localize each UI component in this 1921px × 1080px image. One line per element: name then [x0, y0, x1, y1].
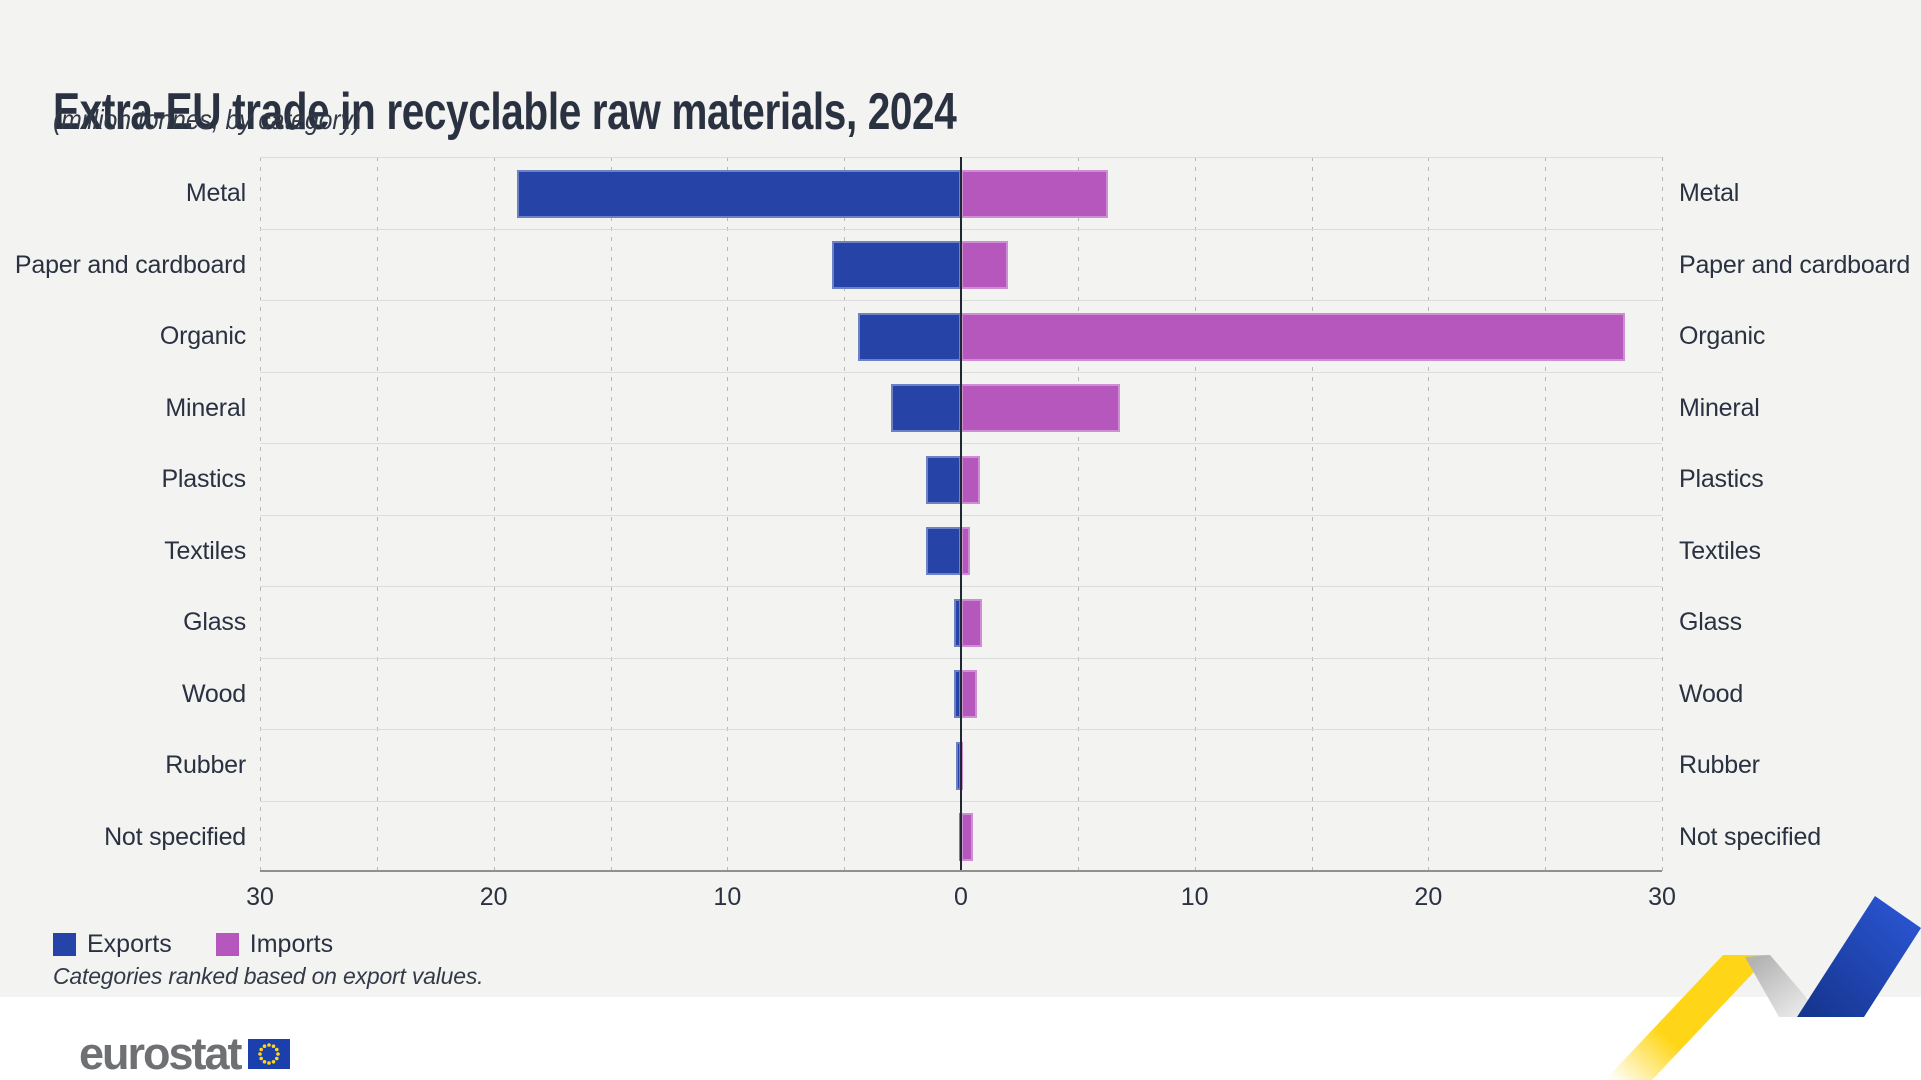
- exports-bar: [958, 813, 961, 861]
- gridline: [260, 157, 261, 871]
- x-tick-label: 10: [713, 883, 742, 911]
- imports-bar: [961, 741, 964, 790]
- gridline: [844, 157, 846, 871]
- ribbon-gray-fold: [1745, 955, 1823, 1017]
- gridline: [1311, 157, 1313, 871]
- x-tick-label: 0: [954, 883, 968, 911]
- imports-bar: [961, 384, 1120, 432]
- x-tick-label: 30: [246, 883, 274, 911]
- category-label-right: Not specified: [1679, 822, 1821, 851]
- category-label-left: Glass: [183, 608, 246, 636]
- exports-legend-label: Exports: [87, 930, 172, 958]
- exports-bar: [890, 384, 961, 432]
- exports-bar: [954, 670, 961, 718]
- exports-bar: [517, 169, 961, 218]
- imports-bar: [961, 455, 980, 504]
- x-tick-label: 10: [1180, 883, 1209, 911]
- category-label-right: Plastics: [1679, 465, 1764, 493]
- category-label-left: Plastics: [161, 465, 246, 493]
- gridline: [610, 157, 612, 871]
- imports-bar: [961, 241, 1008, 289]
- category-label-left: Not specified: [104, 822, 246, 851]
- page-subtitle: (million tonnes, by category): [53, 104, 362, 135]
- gridline: [1194, 157, 1196, 871]
- exports-bar: [925, 527, 961, 575]
- category-label-left: Paper and cardboard: [14, 250, 246, 279]
- x-tick-label: 20: [1414, 883, 1443, 911]
- trend-ribbon-decoration: [1605, 896, 1921, 1080]
- page-title: Extra-EU trade in recyclable raw materia…: [53, 82, 957, 141]
- category-row: Paper and cardboard Paper and cardboard: [15, 228, 1910, 301]
- exports-bar: [832, 241, 961, 289]
- category-label-right: Glass: [1679, 608, 1742, 636]
- x-tick-label: 20: [479, 883, 508, 911]
- category-label-right: Rubber: [1679, 751, 1760, 779]
- eurostat-logo: eurostat: [79, 1031, 290, 1076]
- gridline: [1662, 157, 1663, 871]
- imports-legend-swatch: [215, 933, 239, 956]
- chart-legend: Exports Imports: [53, 930, 377, 959]
- imports-bar: [961, 527, 971, 575]
- imports-bar: [961, 598, 983, 647]
- gridline: [493, 157, 495, 871]
- exports-bar: [956, 741, 961, 790]
- category-label-left: Organic: [159, 322, 246, 350]
- category-label-left: Rubber: [165, 751, 246, 779]
- category-row: Organic Organic: [160, 300, 1765, 372]
- imports-bar: [961, 670, 978, 718]
- category-label-left: Textiles: [164, 536, 246, 565]
- footer-strip: [0, 997, 1921, 1080]
- ribbon-blue-band: [1797, 896, 1921, 1017]
- imports-bar: [961, 312, 1625, 361]
- eurostat-logo-text: eurostat: [79, 1028, 243, 1079]
- category-label-left: Metal: [185, 179, 246, 207]
- x-tick-label: 30: [1648, 883, 1676, 911]
- eu-flag-icon: [247, 1038, 290, 1069]
- exports-bar: [954, 598, 961, 647]
- gridline: [727, 157, 729, 871]
- gridline: [1428, 157, 1430, 871]
- category-label-left: Mineral: [165, 393, 246, 422]
- gridline: [1545, 157, 1547, 871]
- category-label-right: Paper and cardboard: [1679, 250, 1911, 279]
- exports-bar: [925, 455, 961, 504]
- category-label-right: Mineral: [1679, 393, 1760, 422]
- imports-bar: [961, 813, 973, 861]
- plot-area: Metal Metal Paper and cardboard Paper an…: [15, 157, 1910, 911]
- category-label-left: Wood: [181, 679, 246, 708]
- ribbon-yellow-band: [1605, 955, 1770, 1080]
- imports-bar: [961, 169, 1109, 218]
- gridline: [1077, 157, 1079, 871]
- category-label-right: Textiles: [1679, 536, 1761, 565]
- category-label-right: Wood: [1679, 679, 1744, 708]
- ranking-footnote: Categories ranked based on export values…: [53, 963, 484, 989]
- exports-legend-swatch: [53, 933, 76, 956]
- exports-bar: [858, 312, 961, 361]
- x-axis-line: [260, 870, 1662, 872]
- gridline: [376, 157, 378, 871]
- imports-legend-label: Imports: [249, 930, 334, 958]
- category-label-right: Organic: [1679, 322, 1766, 350]
- zero-axis-line: [960, 157, 962, 872]
- category-label-right: Metal: [1679, 179, 1740, 207]
